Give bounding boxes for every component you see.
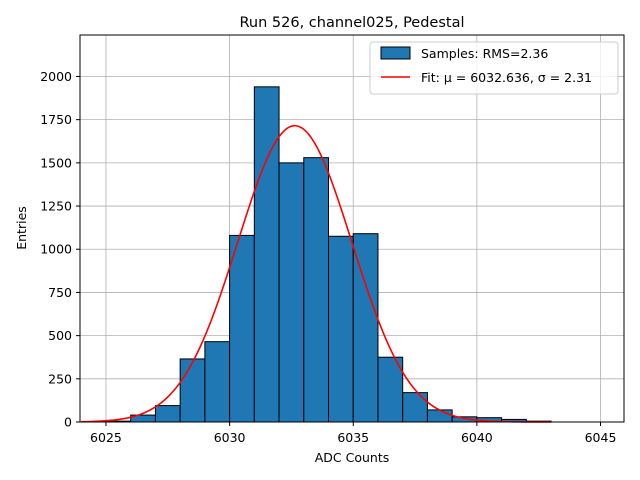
y-tick-label: 2000 [40,69,72,84]
histogram-bar [426,409,453,423]
x-tick-label: 6030 [214,430,246,445]
y-tick-label: 250 [48,371,72,386]
y-tick-label: 1250 [40,199,72,214]
legend-samples-swatch [380,46,411,60]
x-axis-ticks: 6025 6030 6035 6040 6045 [90,422,616,445]
y-axis-label: Entries [14,206,29,250]
histogram-bar [179,358,206,423]
histogram-bar [303,157,330,423]
x-axis-label: ADC Counts [315,450,390,465]
fit-curve [81,124,552,423]
histogram-bar [377,356,404,423]
histogram-bar [229,234,255,423]
histogram-bar [204,341,231,423]
y-tick-label: 1500 [40,155,72,170]
y-axis-ticks: 0 250 500 750 1000 1250 1500 1750 2000 [40,69,80,430]
histogram-bars [105,86,552,423]
histogram-bar [154,405,181,423]
histogram-bar [352,233,379,423]
legend-box [369,41,619,95]
histogram-bar [278,162,305,423]
legend-samples-label: Samples: RMS=2.36 [421,46,548,61]
x-tick-label: 6025 [90,430,122,445]
legend: Samples: RMS=2.36 Fit: μ = 6032.636, σ =… [369,41,619,95]
x-tick-label: 6040 [461,430,493,445]
y-tick-label: 1750 [40,112,72,127]
y-tick-label: 500 [48,328,72,343]
y-tick-label: 750 [48,285,72,300]
y-tick-label: 1000 [40,242,72,257]
y-tick-label: 0 [64,415,72,430]
x-tick-label: 6045 [585,430,617,445]
histogram-bar [253,86,280,423]
x-tick-label: 6035 [337,430,369,445]
histogram-bar [328,235,354,423]
legend-fit-label: Fit: μ = 6032.636, σ = 2.31 [421,70,592,85]
plot-frame [79,34,625,423]
histogram-bar [402,392,428,423]
chart-title: Run 526, channel025, Pedestal [239,15,464,31]
